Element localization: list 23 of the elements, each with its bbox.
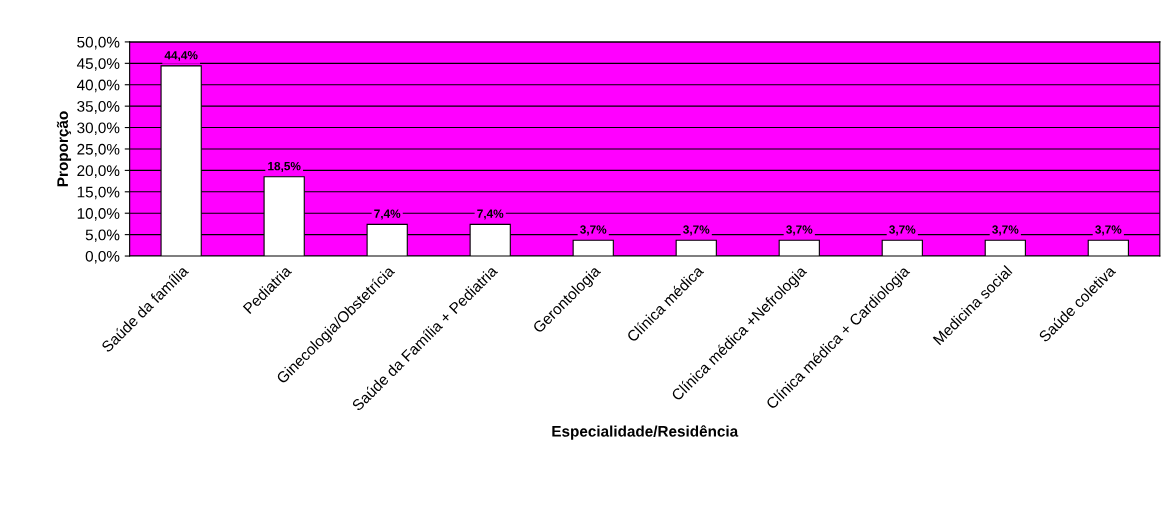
y-tick-label: 50,0%	[77, 36, 120, 50]
data-label: 3,7%	[786, 225, 813, 236]
y-tick-label: 35,0%	[77, 101, 120, 114]
data-label: 18,5%	[268, 161, 301, 173]
y-tick-label: 5,0%	[85, 229, 120, 243]
data-label: 3,7%	[992, 225, 1019, 236]
y-tick-label: 30,0%	[77, 122, 120, 136]
x-axis-title: Especialidade/Residência	[552, 425, 739, 440]
data-label: 3,7%	[580, 225, 607, 236]
y-tick-label: 25,0%	[77, 143, 120, 157]
data-label: 44,4%	[164, 51, 198, 62]
data-label: 3,7%	[683, 225, 710, 236]
y-tick-label: 20,0%	[77, 165, 120, 178]
data-label: 7,4%	[374, 209, 401, 220]
y-tick-label: 15,0%	[77, 186, 120, 200]
data-label: 7,4%	[477, 209, 504, 220]
y-tick-label: 40,0%	[76, 79, 120, 93]
y-tick-label: 10,0%	[77, 208, 120, 221]
y-tick-label: 45,0%	[76, 58, 120, 71]
y-axis-title: Proporção	[56, 111, 72, 187]
data-label: 3,7%	[889, 225, 916, 236]
y-tick-label: 0,0%	[85, 250, 120, 264]
data-label: 3,7%	[1095, 225, 1122, 236]
